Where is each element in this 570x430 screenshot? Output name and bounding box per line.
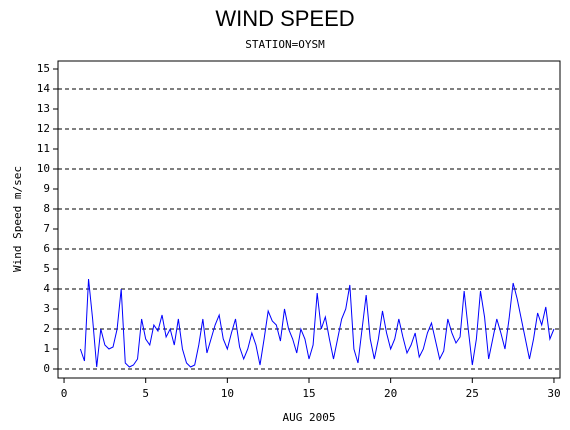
y-tick-label: 13 bbox=[37, 102, 50, 115]
x-tick-label: 25 bbox=[466, 387, 479, 400]
data-line bbox=[79, 278, 555, 368]
y-tick-label: 1 bbox=[43, 342, 50, 355]
y-tick-label: 5 bbox=[43, 262, 50, 275]
y-tick-label: 15 bbox=[37, 62, 50, 75]
y-tick-label: 4 bbox=[43, 282, 50, 295]
y-tick-label: 0 bbox=[43, 362, 50, 375]
y-tick-label: 7 bbox=[43, 222, 50, 235]
chart-subtitle: STATION=OYSM bbox=[245, 38, 325, 51]
y-tick-label: 8 bbox=[43, 202, 50, 215]
x-tick-label: 10 bbox=[221, 387, 234, 400]
x-tick-label: 0 bbox=[61, 387, 68, 400]
y-tick-label: 12 bbox=[37, 122, 50, 135]
y-tick-label: 6 bbox=[43, 242, 50, 255]
chart-title: WIND SPEED bbox=[215, 6, 354, 31]
y-axis-label: Wind Speed m/sec bbox=[11, 166, 24, 272]
x-tick-label: 5 bbox=[142, 387, 149, 400]
plot-frame bbox=[57, 60, 561, 379]
y-tick-label: 2 bbox=[43, 322, 50, 335]
y-tick-label: 14 bbox=[37, 82, 51, 95]
x-tick-label: 30 bbox=[547, 387, 560, 400]
y-tick-label: 3 bbox=[43, 302, 50, 315]
x-axis-label: AUG 2005 bbox=[283, 411, 336, 424]
y-tick-label: 9 bbox=[43, 182, 50, 195]
x-tick-label: 20 bbox=[384, 387, 397, 400]
y-tick-label: 10 bbox=[37, 162, 50, 175]
y-tick-label: 11 bbox=[37, 142, 50, 155]
x-tick-label: 15 bbox=[302, 387, 315, 400]
